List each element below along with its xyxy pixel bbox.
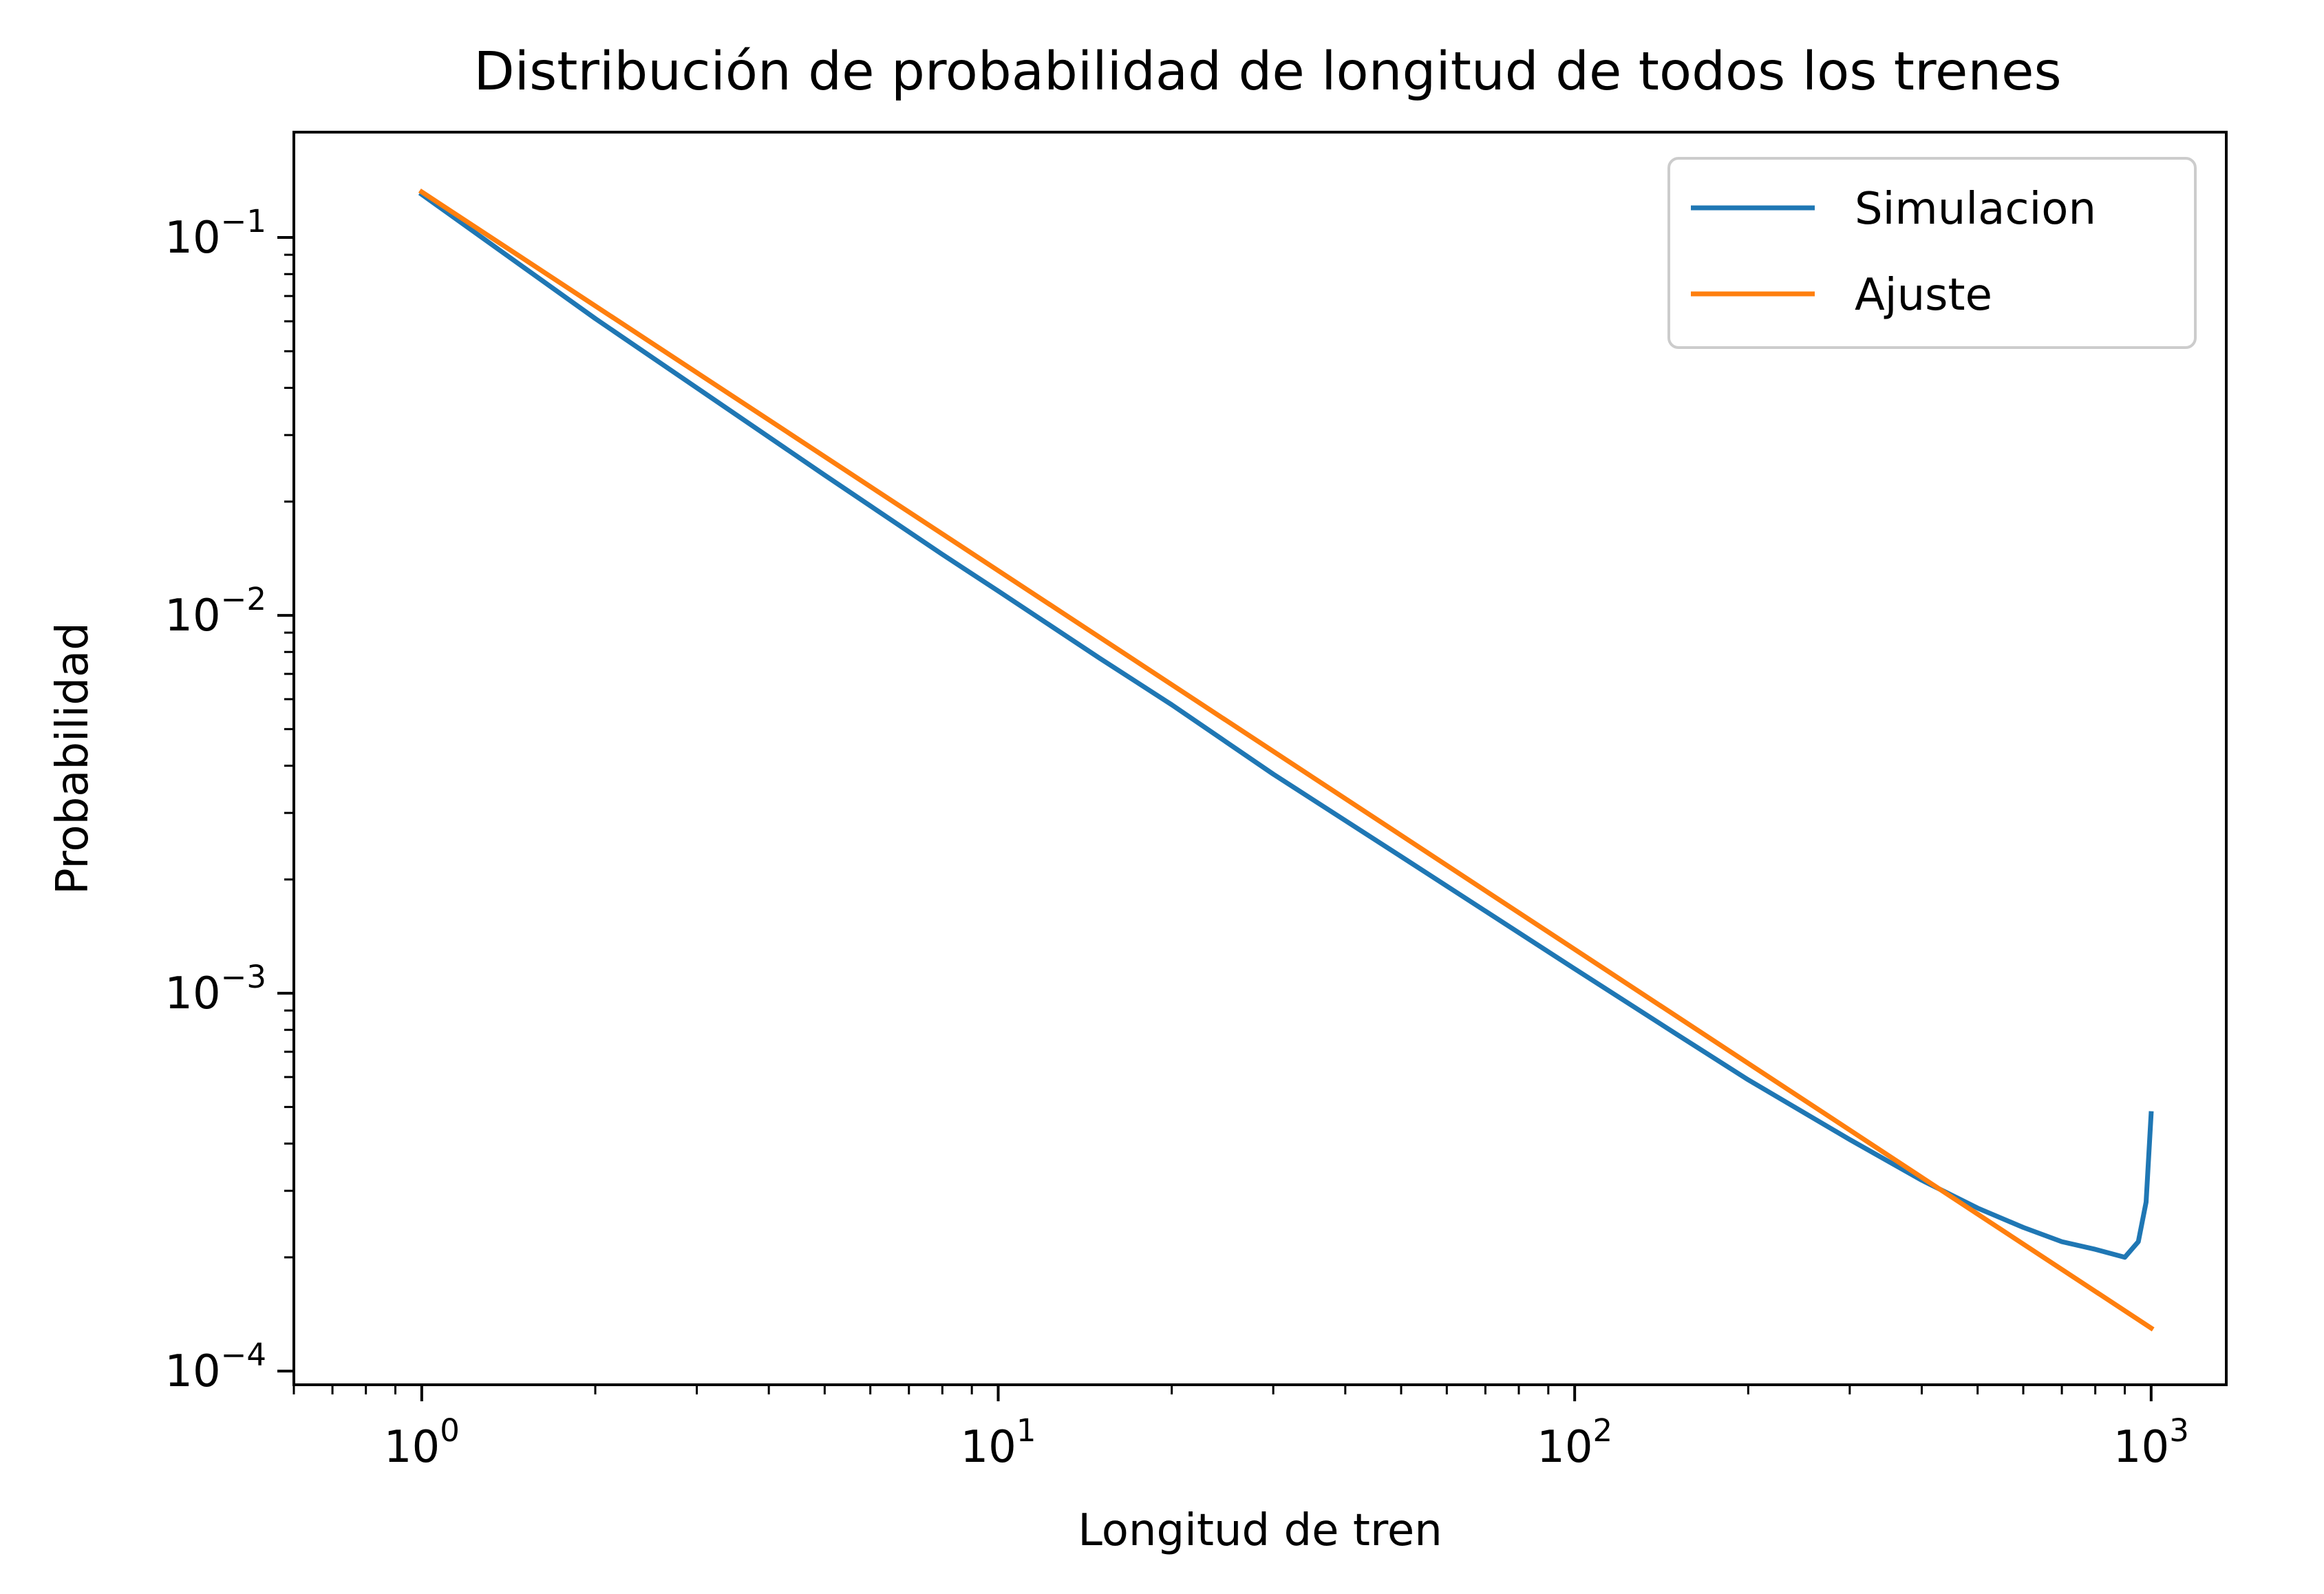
y-tick-label: 10−3 xyxy=(164,959,266,1019)
y-tick-label: 10−2 xyxy=(164,581,266,641)
chart-title: Distribución de probabilidad de longitud… xyxy=(473,41,2061,103)
x-tick-label: 103 xyxy=(2113,1412,2189,1473)
x-tick-label: 101 xyxy=(960,1412,1036,1473)
y-axis: 10−1 10−2 10−3 10−4 xyxy=(164,203,294,1397)
legend: Simulacion Ajuste xyxy=(1667,157,2197,349)
series-line-ajuste xyxy=(418,188,2155,1332)
series-line-simulacion xyxy=(418,191,2154,1260)
legend-label-ajuste: Ajuste xyxy=(1855,270,1992,321)
x-tick-label: 102 xyxy=(1537,1412,1612,1473)
y-tick-label: 10−4 xyxy=(164,1337,266,1397)
y-tick-label: 10−1 xyxy=(164,203,266,264)
x-axis-label: Longitud de tren xyxy=(1078,1505,1442,1556)
series-group xyxy=(418,188,2155,1332)
x-tick-label: 100 xyxy=(384,1412,460,1473)
x-axis: 100 101 102 103 xyxy=(292,1385,2189,1473)
legend-label-simulacion: Simulacion xyxy=(1855,184,2096,235)
plot-area xyxy=(418,188,2155,1332)
y-axis-label: Probabilidad xyxy=(47,622,98,895)
plot-frame xyxy=(292,131,2228,1386)
